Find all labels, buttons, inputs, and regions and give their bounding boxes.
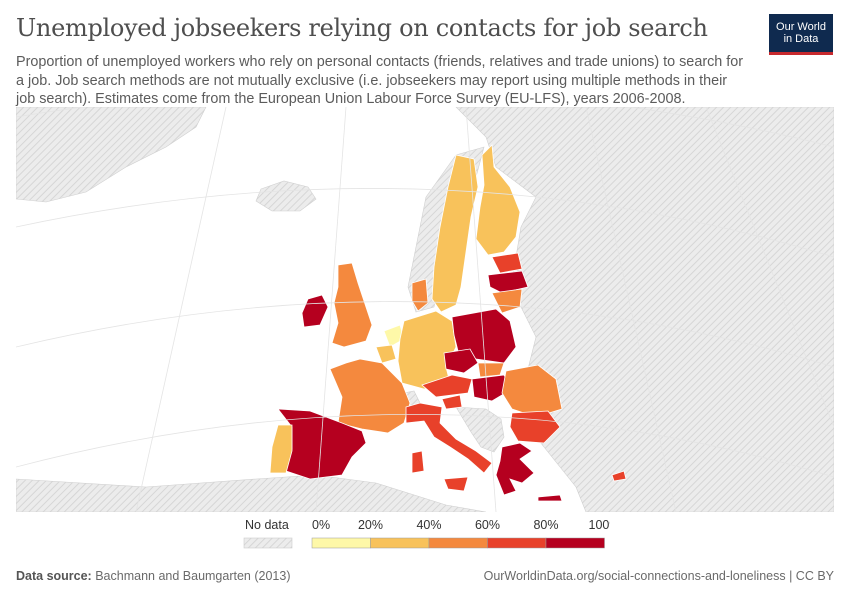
legend-no-data-swatch [243, 537, 293, 549]
legend-bins [311, 537, 605, 549]
country-sardinia[interactable] [411, 450, 425, 474]
land-iceland [255, 180, 317, 212]
country-france[interactable] [329, 358, 411, 434]
choropleth-map[interactable] [16, 107, 834, 512]
land-greenland [16, 107, 207, 203]
country-uk[interactable] [331, 262, 373, 348]
country-estonia[interactable] [491, 252, 523, 274]
country-sicily[interactable] [443, 476, 469, 492]
logo-line-1: Our World [776, 20, 826, 33]
chart-subtitle: Proportion of unemployed workers who rel… [16, 54, 744, 107]
legend-bin[interactable] [311, 537, 371, 549]
source-value[interactable]: Bachmann and Baumgarten (2013) [95, 569, 291, 583]
footer-source: Data source: Bachmann and Baumgarten (20… [16, 569, 290, 583]
country-denmark[interactable] [411, 278, 429, 312]
land-north-africa [16, 474, 487, 512]
footer-url[interactable]: OurWorldinData.org/social-connections-an… [483, 569, 834, 583]
source-label: Data source: [16, 569, 92, 583]
country-belgium[interactable] [375, 344, 397, 364]
country-italy[interactable] [405, 402, 493, 474]
legend-tick-label: 20% [358, 518, 383, 532]
country-finland[interactable] [475, 144, 521, 256]
legend-bin[interactable] [487, 537, 547, 549]
legend-tick-label: 40% [416, 518, 441, 532]
legend-bin[interactable] [545, 537, 605, 549]
country-czechia[interactable] [443, 348, 479, 374]
country-hungary[interactable] [471, 374, 513, 402]
country-sweden[interactable] [431, 154, 479, 313]
country-greece[interactable] [495, 442, 535, 496]
legend-bin[interactable] [370, 537, 430, 549]
country-ireland[interactable] [301, 294, 329, 328]
legend: No data 0% 20% 40% 60% 80% 100% [243, 518, 610, 549]
owid-logo[interactable]: Our World in Data [769, 14, 833, 55]
logo-line-2: in Data [783, 33, 819, 45]
chart-title: Unemployed jobseekers relying on contact… [16, 14, 708, 42]
legend-tick-label: 0% [312, 518, 330, 532]
country-slovenia[interactable] [441, 394, 463, 410]
legend-no-data-label: No data [245, 518, 289, 532]
legend-bin[interactable] [428, 537, 488, 549]
country-austria[interactable] [421, 374, 473, 398]
legend-tick-label: 60% [475, 518, 500, 532]
legend-ticks: 0% 20% 40% 60% 80% 100% [312, 518, 610, 532]
graticule [16, 107, 834, 512]
country-portugal[interactable] [269, 424, 293, 474]
country-slovakia[interactable] [477, 362, 505, 378]
country-cyprus[interactable] [611, 470, 627, 482]
country-crete[interactable] [537, 494, 563, 502]
country-bulgaria[interactable] [509, 410, 561, 444]
legend-tick-label: 100% [589, 518, 610, 532]
legend-tick-label: 80% [533, 518, 558, 532]
